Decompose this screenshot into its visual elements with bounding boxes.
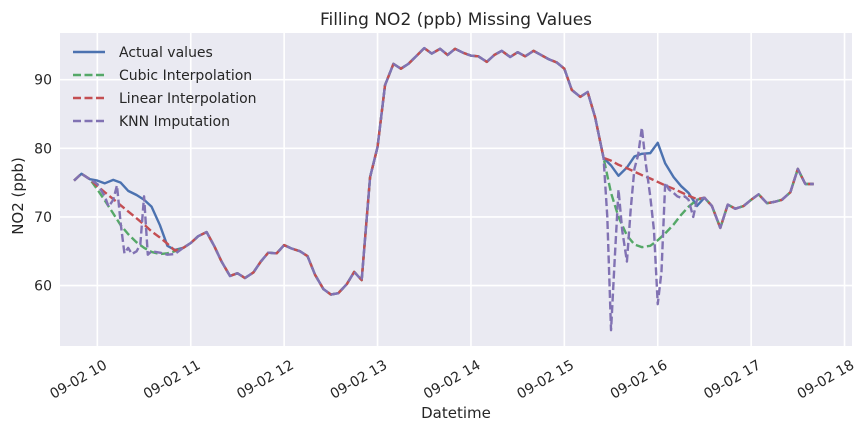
y-tick-label: 90 <box>34 73 52 89</box>
x-tick-label: 09-02 12 <box>234 357 297 402</box>
x-axis-label: Datetime <box>421 404 491 422</box>
series-layer <box>73 46 814 332</box>
legend-label: Linear Interpolation <box>119 91 257 107</box>
x-tick-label: 09-02 18 <box>795 357 858 402</box>
legend-label: Actual values <box>119 45 213 61</box>
plot-background <box>60 33 852 346</box>
series-line-knn-imputation <box>73 46 814 332</box>
legend-label: Cubic Interpolation <box>119 68 252 84</box>
x-tick-labels: 09-02 10 09-02 11 09-02 12 09-02 13 09-02 14… <box>47 357 857 402</box>
y-tick-labels: 60 70 80 90 <box>34 73 52 295</box>
y-tick-label: 80 <box>34 141 52 157</box>
y-tick-label: 70 <box>34 210 52 226</box>
x-tick-label: 09-02 14 <box>421 357 484 402</box>
y-tick-label: 60 <box>34 279 52 295</box>
x-tick-label: 09-02 17 <box>701 357 764 402</box>
legend: Actual values Cubic Interpolation Linear I… <box>73 45 257 130</box>
chart-title: Filling NO2 (ppb) Missing Values <box>320 10 592 30</box>
legend-label: KNN Imputation <box>119 114 230 130</box>
x-tick-label: 09-02 10 <box>47 357 110 402</box>
x-tick-label: 09-02 11 <box>141 357 204 402</box>
x-tick-label: 09-02 16 <box>608 357 671 402</box>
x-tick-label: 09-02 15 <box>514 357 577 402</box>
grid <box>60 33 852 346</box>
y-axis-label: NO2 (ppb) <box>9 157 27 235</box>
x-tick-label: 09-02 13 <box>328 357 391 402</box>
